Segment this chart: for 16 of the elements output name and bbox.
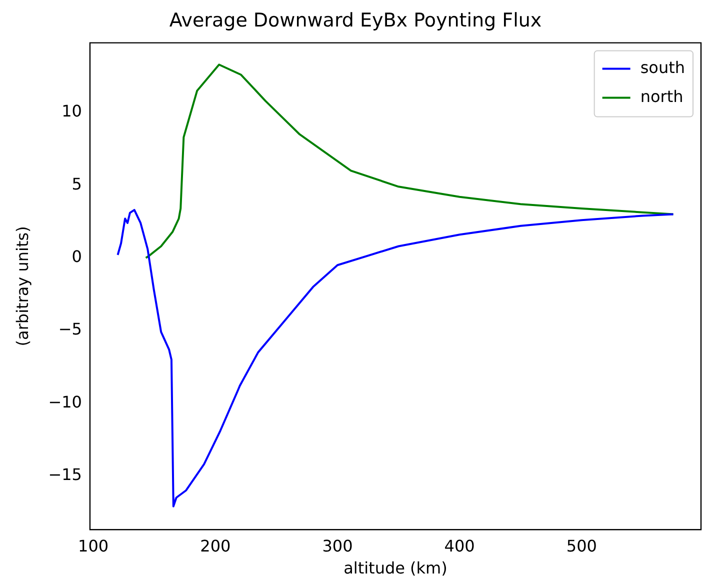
chart-title: Average Downward EyBx Poynting Flux	[169, 9, 542, 32]
x-tick-label: 300	[322, 536, 353, 556]
x-tick-label: 400	[444, 536, 475, 556]
legend-label: north	[640, 86, 684, 106]
x-tick-label: 500	[566, 536, 597, 556]
y-tick-label: 10	[62, 102, 82, 121]
x-tick-label: 200	[200, 536, 231, 556]
y-tick-label: −5	[58, 320, 82, 339]
y-tick-label: 5	[72, 174, 82, 194]
y-tick-label: 0	[72, 247, 82, 266]
x-axis-title: altitude (km)	[344, 558, 448, 578]
y-tick-label: −15	[48, 464, 82, 484]
legend-label: south	[640, 58, 686, 77]
x-tick-label: 100	[78, 536, 109, 556]
y-tick-label: −10	[48, 392, 82, 412]
y-axis-title: (arbitray units)	[12, 226, 32, 346]
